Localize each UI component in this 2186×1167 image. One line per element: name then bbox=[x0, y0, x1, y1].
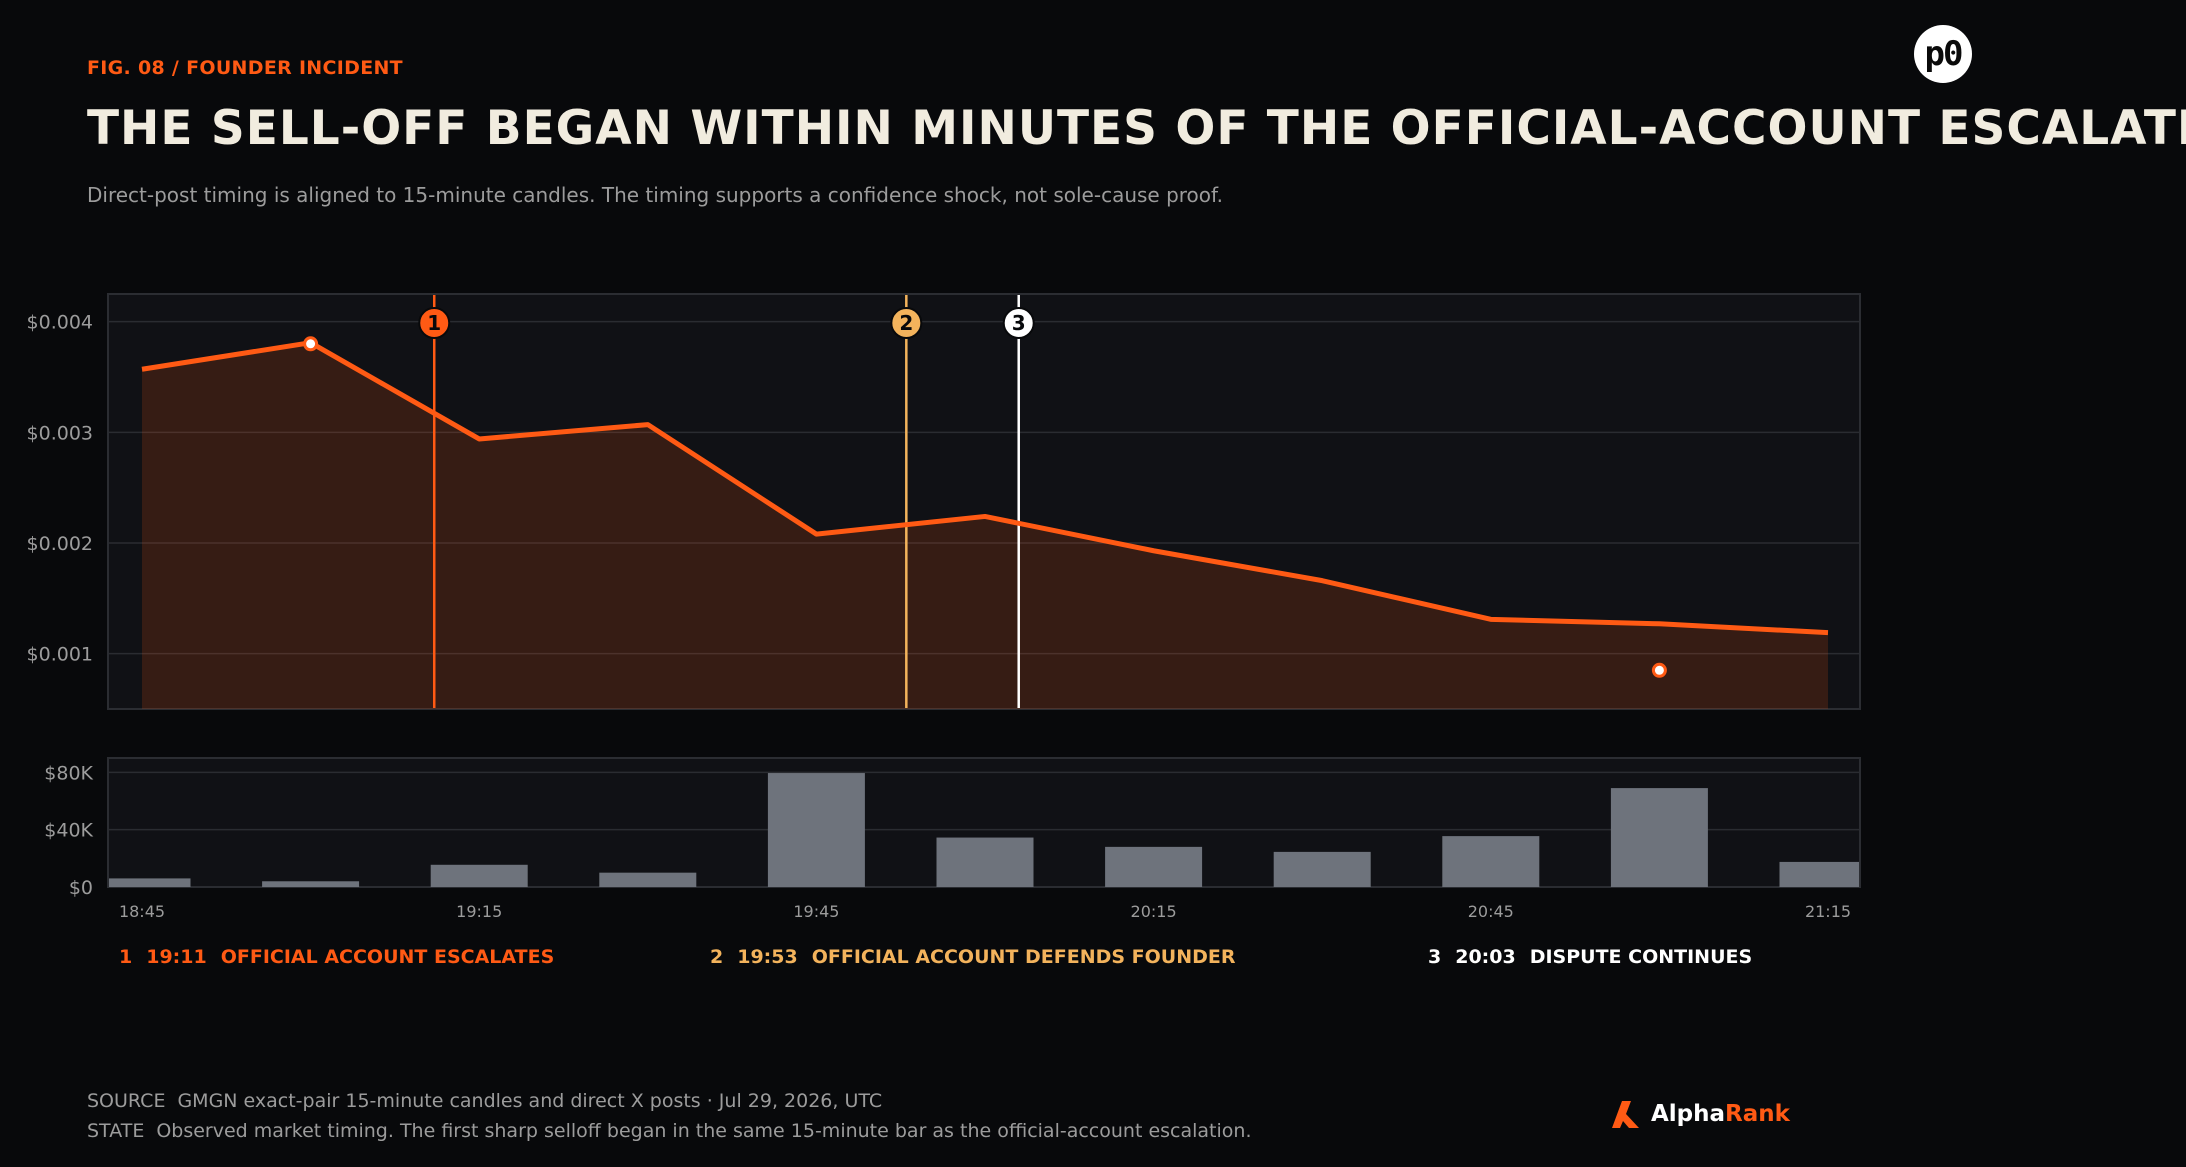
price-tick-label: $0.004 bbox=[27, 312, 93, 334]
alpharank-logo: AlphaRank bbox=[1609, 1098, 1790, 1130]
alpharank-logo-icon bbox=[1612, 1101, 1639, 1128]
logo-word-part2: Rank bbox=[1725, 1101, 1790, 1127]
chart-subtitle: Direct-post timing is aligned to 15-minu… bbox=[87, 183, 1223, 207]
volume-tick-label: $80K bbox=[44, 762, 93, 784]
event-badge-2 bbox=[890, 307, 923, 339]
source-text: GMGN exact-pair 15-minute candles and di… bbox=[177, 1090, 883, 1112]
event-legend-1-label: OFFICIAL ACCOUNT ESCALATES bbox=[220, 946, 555, 968]
price-marker bbox=[1651, 662, 1667, 678]
event-badge-number-1: 1 bbox=[427, 311, 441, 335]
event-badges: 1 2 3 bbox=[418, 307, 1035, 339]
event-legend-2: 2 19:53 OFFICIAL ACCOUNT DEFENDS FOUNDER bbox=[710, 946, 1250, 968]
event-lines bbox=[432, 295, 1020, 708]
logo-word-part1: Alpha bbox=[1651, 1101, 1726, 1127]
event-legend-3: 3 20:03 DISPUTE CONTINUES bbox=[1428, 946, 1766, 968]
figure-label: FIG. 08 / FOUNDER INCIDENT bbox=[87, 57, 403, 79]
price-tick-label: $0.003 bbox=[27, 422, 93, 444]
chart-title: THE SELL-OFF BEGAN WITHIN MINUTES OF THE… bbox=[87, 101, 2186, 156]
price-tick-label: $0.002 bbox=[27, 533, 93, 555]
x-tick-label: 20:15 bbox=[1131, 902, 1177, 921]
x-axis: 18:45 19:15 19:45 20:15 20:45 21:15 bbox=[119, 902, 1851, 921]
volume-bar bbox=[1442, 836, 1540, 887]
event-legend-3-id: 3 bbox=[1428, 946, 1442, 968]
volume-bar bbox=[1105, 846, 1203, 887]
volume-axis: $0 $40K $80K bbox=[44, 762, 93, 899]
volume-bar bbox=[599, 872, 697, 887]
volume-bars bbox=[109, 773, 1859, 887]
event-legend-2-label: OFFICIAL ACCOUNT DEFENDS FOUNDER bbox=[811, 946, 1236, 968]
event-badge-number-2: 2 bbox=[899, 311, 913, 335]
x-tick-label: 20:45 bbox=[1468, 902, 1514, 921]
price-grid bbox=[109, 320, 1859, 655]
event-legend-1-time: 19:11 bbox=[146, 946, 207, 968]
volume-bar bbox=[1779, 861, 1859, 887]
event-legend-1: 1 19:11 OFFICIAL ACCOUNT ESCALATES bbox=[119, 946, 568, 968]
state-note: STATE Observed market timing. The first s… bbox=[87, 1120, 1251, 1142]
price-line-layer bbox=[141, 340, 1829, 636]
x-tick-label: 19:15 bbox=[456, 902, 502, 921]
volume-bar bbox=[1610, 788, 1708, 887]
price-marker bbox=[303, 336, 319, 352]
volume-bar bbox=[109, 878, 191, 887]
price-line bbox=[141, 340, 1829, 636]
event-legend-3-label: DISPUTE CONTINUES bbox=[1529, 946, 1753, 968]
event-badge-1 bbox=[418, 307, 451, 339]
logo-word: AlphaRank bbox=[1651, 1101, 1790, 1127]
x-tick-label: 18:45 bbox=[119, 902, 165, 921]
event-legend-2-id: 2 bbox=[710, 946, 724, 968]
price-markers bbox=[303, 336, 1667, 678]
price-tick-label: $0.001 bbox=[27, 644, 93, 666]
volume-bar bbox=[430, 864, 528, 887]
price-axis: $0.001 $0.002 $0.003 $0.004 bbox=[27, 312, 93, 666]
price-panel bbox=[107, 293, 1861, 710]
event-badge-number-3: 3 bbox=[1012, 311, 1026, 335]
event-legend-2-time: 19:53 bbox=[737, 946, 798, 968]
volume-bar bbox=[936, 837, 1034, 887]
x-tick-label: 21:15 bbox=[1805, 902, 1851, 921]
volume-bar bbox=[262, 881, 360, 887]
x-tick-label: 19:45 bbox=[793, 902, 839, 921]
volume-bar bbox=[1273, 851, 1371, 887]
event-legend-3-time: 20:03 bbox=[1455, 946, 1516, 968]
event-badge-3 bbox=[1002, 307, 1035, 339]
volume-tick-label: $40K bbox=[44, 820, 93, 842]
event-legend-1-id: 1 bbox=[119, 946, 133, 968]
source-key: SOURCE bbox=[87, 1090, 166, 1112]
source-note: SOURCE GMGN exact-pair 15-minute candles … bbox=[87, 1090, 882, 1112]
volume-tick-label: $0 bbox=[69, 877, 93, 899]
volume-bar bbox=[767, 773, 865, 887]
brand-badge-icon: p0 bbox=[1914, 25, 1972, 83]
state-text: Observed market timing. The first sharp … bbox=[156, 1120, 1252, 1142]
state-key: STATE bbox=[87, 1120, 145, 1142]
